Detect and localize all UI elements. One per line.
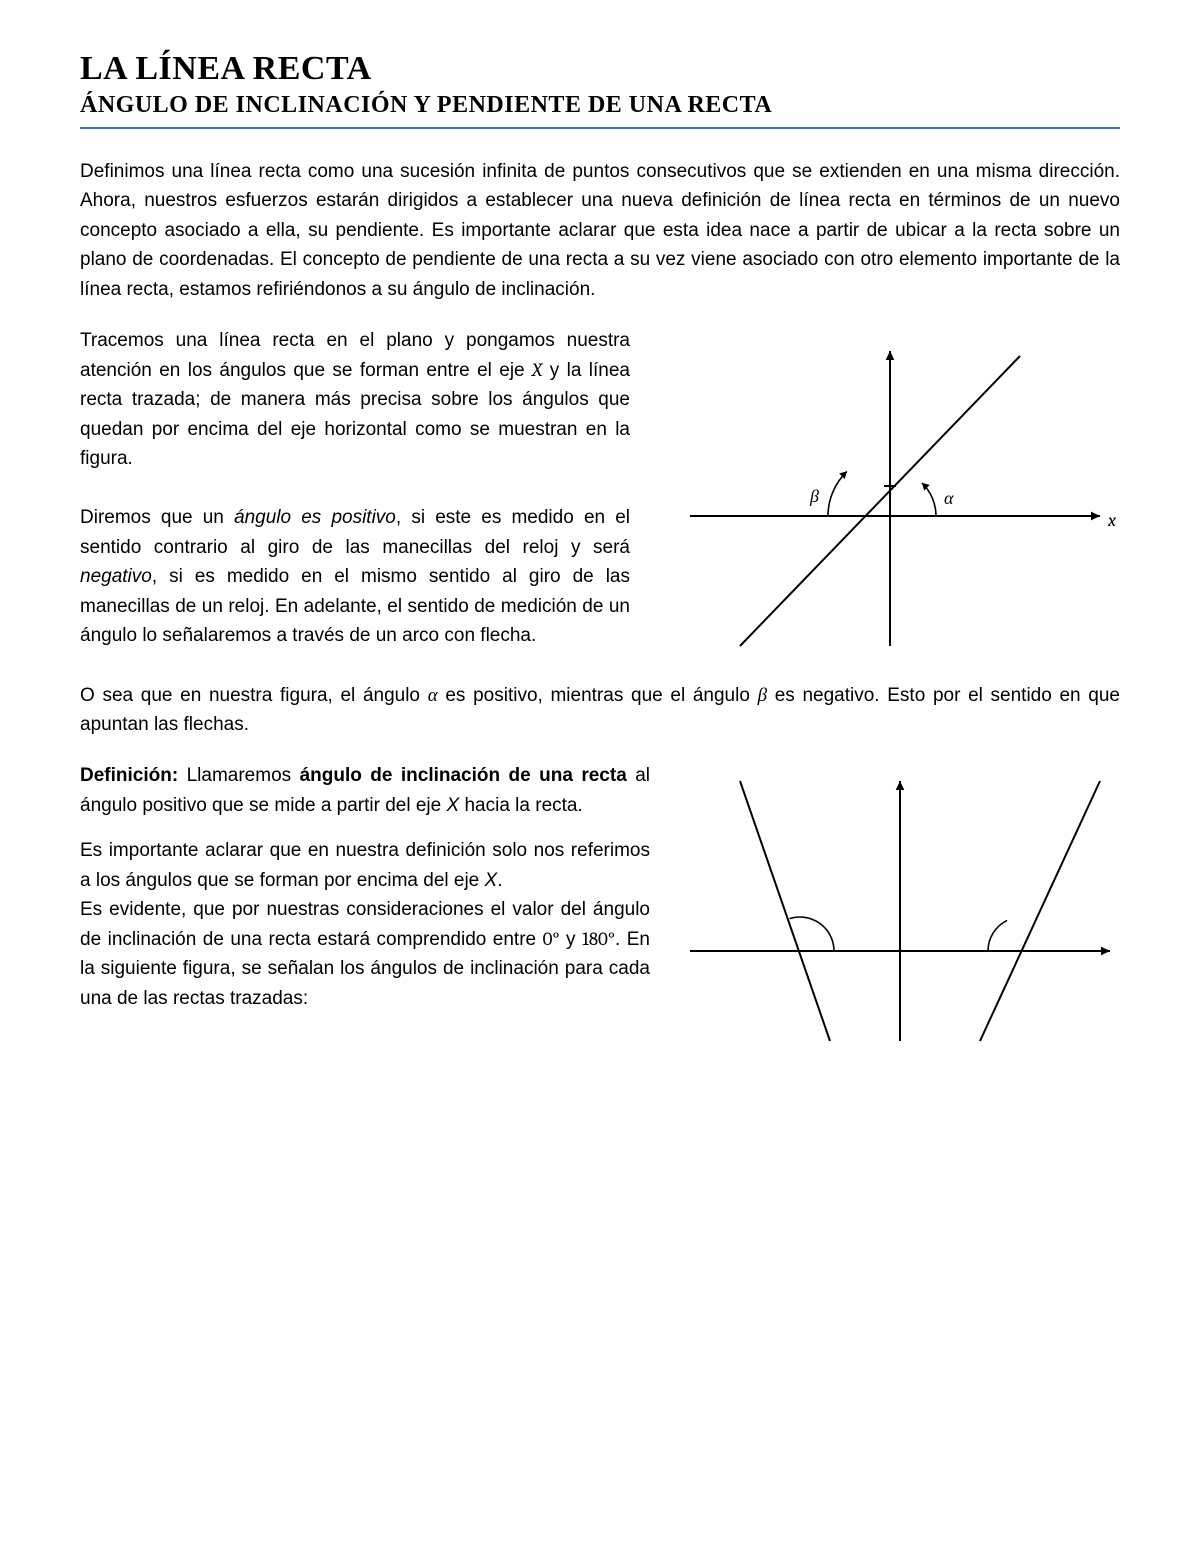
paragraph-clarify: Es importante aclarar que en nuestra def… (80, 836, 650, 895)
p5-X: X (485, 870, 498, 891)
p3-i1: ángulo es positivo (234, 507, 396, 528)
row-fig1: Tracemos una línea recta en el plano y p… (80, 326, 1120, 672)
p3-i2: negativo (80, 566, 152, 587)
svg-text:β: β (809, 486, 819, 507)
page-subtitle: ÁNGULO DE INCLINACIÓN Y PENDIENTE DE UNA… (80, 92, 1120, 119)
figure-two-lines (680, 761, 1120, 1061)
p4-beta: β (758, 684, 767, 706)
svg-text:α: α (944, 488, 954, 509)
page-title: LA LÍNEA RECTA (80, 50, 1120, 88)
paragraph-trace: Tracemos una línea recta en el plano y p… (80, 326, 630, 473)
def-a: Llamaremos (178, 765, 299, 786)
p6-zero: 0° (543, 928, 560, 950)
p3-c: , si es medido en el mismo sentido al gi… (80, 566, 630, 646)
paragraph-alpha-beta: O sea que en nuestra figura, el ángulo α… (80, 681, 1120, 740)
p2-X: X (532, 359, 542, 381)
col-fig-2 (680, 761, 1120, 1061)
title-rule (80, 127, 1120, 129)
paragraph-definition: Definición: Llamaremos ángulo de inclina… (80, 761, 650, 820)
page: LA LÍNEA RECTA ÁNGULO DE INCLINACIÓN Y P… (0, 0, 1200, 1553)
paragraph-sign: Diremos que un ángulo es positivo , si es… (80, 503, 630, 650)
figure-angles: α β x (660, 326, 1120, 666)
def-bold: ángulo de inclinación de una recta (300, 765, 627, 786)
row-fig2: Definición: Llamaremos ángulo de inclina… (80, 761, 1120, 1061)
p4-b: es positivo, mientras que el ángulo (438, 685, 758, 706)
def-label: Definición: (80, 765, 178, 786)
p5-b: . (497, 870, 502, 891)
col-text-2: Definición: Llamaremos ángulo de inclina… (80, 761, 650, 1035)
def-c: hacia la recta. (459, 795, 583, 816)
col-fig-1: α β x (660, 326, 1120, 666)
paragraph-intro: Definimos una línea recta como una suces… (80, 157, 1120, 304)
def-X: X (447, 795, 460, 816)
p4-alpha: α (428, 684, 438, 706)
paragraph-range: Es evidente, que por nuestras considerac… (80, 895, 650, 1013)
col-text-1: Tracemos una línea recta en el plano y p… (80, 326, 630, 672)
p6-180: 180° (582, 928, 615, 950)
p6-mid: y (560, 929, 582, 950)
svg-text:x: x (1107, 510, 1117, 531)
p3-a: Diremos que un (80, 507, 234, 528)
p4-a: O sea que en nuestra figura, el ángulo (80, 685, 428, 706)
p5-a: Es importante aclarar que en nuestra def… (80, 840, 650, 890)
